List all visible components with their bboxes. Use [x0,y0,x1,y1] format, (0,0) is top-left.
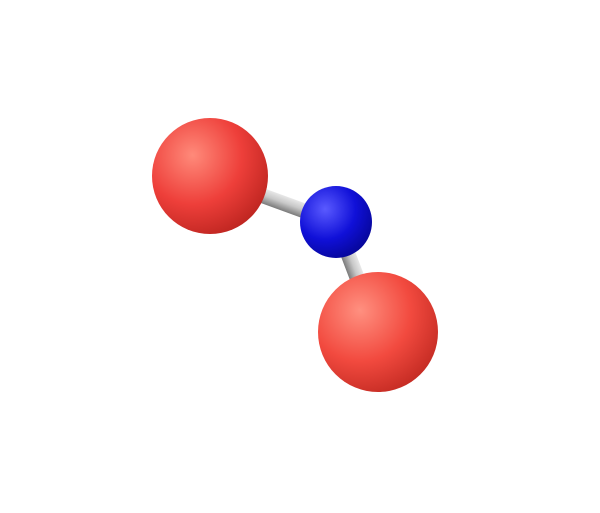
atom-nitrogen-center [300,186,372,258]
atom-oxygen-top-left [152,118,268,234]
molecule-diagram [0,0,600,513]
atom-oxygen-bottom-right [318,272,438,392]
